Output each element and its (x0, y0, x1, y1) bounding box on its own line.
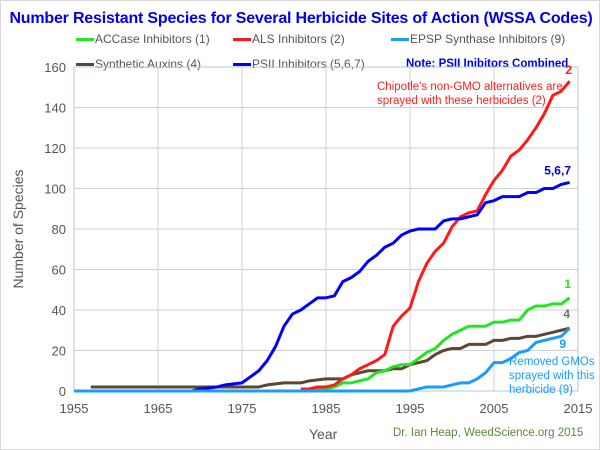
series-line-5,6,7 (74, 180, 570, 393)
legend-swatch (76, 62, 94, 66)
y-tick-label: 100 (44, 182, 66, 197)
series-line-2 (300, 80, 571, 391)
credit-text: Dr. Ian Heap, WeedScience.org 2015 (393, 427, 583, 439)
x-tick-label: 2005 (480, 401, 509, 416)
series-line-1 (74, 296, 571, 393)
x-tick-label: 1965 (144, 401, 173, 416)
y-tick-label: 60 (52, 263, 66, 278)
legend-swatch (391, 37, 409, 41)
chart-title: Number Resistant Species for Several Her… (9, 10, 593, 27)
series-line-9 (74, 327, 571, 393)
y-tick-label: 40 (52, 303, 66, 318)
series-end-label: 4 (563, 307, 570, 321)
legend-swatch (233, 62, 251, 66)
epsp-annotation: Removed GMOs sprayed with this herbicide (… (509, 356, 595, 396)
als-annotation: Chipotle's non-GMO alternatives are spray… (377, 81, 563, 107)
series-end-label: 2 (565, 63, 572, 77)
x-tick-label: 1995 (396, 401, 425, 416)
y-axis-label: Number of Species (10, 169, 26, 288)
legend-swatch (76, 37, 94, 41)
series-line-4 (90, 326, 570, 389)
x-tick-label: 2015 (564, 401, 593, 416)
legend-label: ALS Inhibitors (2) (252, 32, 345, 46)
legend-item-als: ALS Inhibitors (2) (233, 32, 345, 46)
legend-label: ACCase Inhibitors (1) (95, 32, 210, 46)
y-tick-label: 120 (44, 141, 66, 156)
y-tick-label: 20 (52, 344, 66, 359)
series-end-label: 5,6,7 (544, 163, 571, 177)
x-axis-label: Year (309, 426, 338, 442)
legend-item-accase: ACCase Inhibitors (1) (76, 32, 210, 46)
legend-label: EPSP Synthase Inhibitors (9) (410, 32, 566, 46)
x-tick-label: 1975 (228, 401, 257, 416)
series-end-label: 9 (559, 337, 566, 351)
y-tick-label: 160 (44, 60, 66, 75)
x-tick-label: 1985 (312, 401, 341, 416)
y-tick-label: 140 (44, 101, 66, 116)
y-tick-label: 80 (52, 222, 66, 237)
y-tick-label: 0 (59, 384, 66, 399)
legend-item-epsp: EPSP Synthase Inhibitors (9) (391, 32, 565, 46)
series-end-label: 1 (564, 277, 571, 291)
x-tick-label: 1955 (60, 401, 89, 416)
legend-swatch (233, 37, 251, 41)
